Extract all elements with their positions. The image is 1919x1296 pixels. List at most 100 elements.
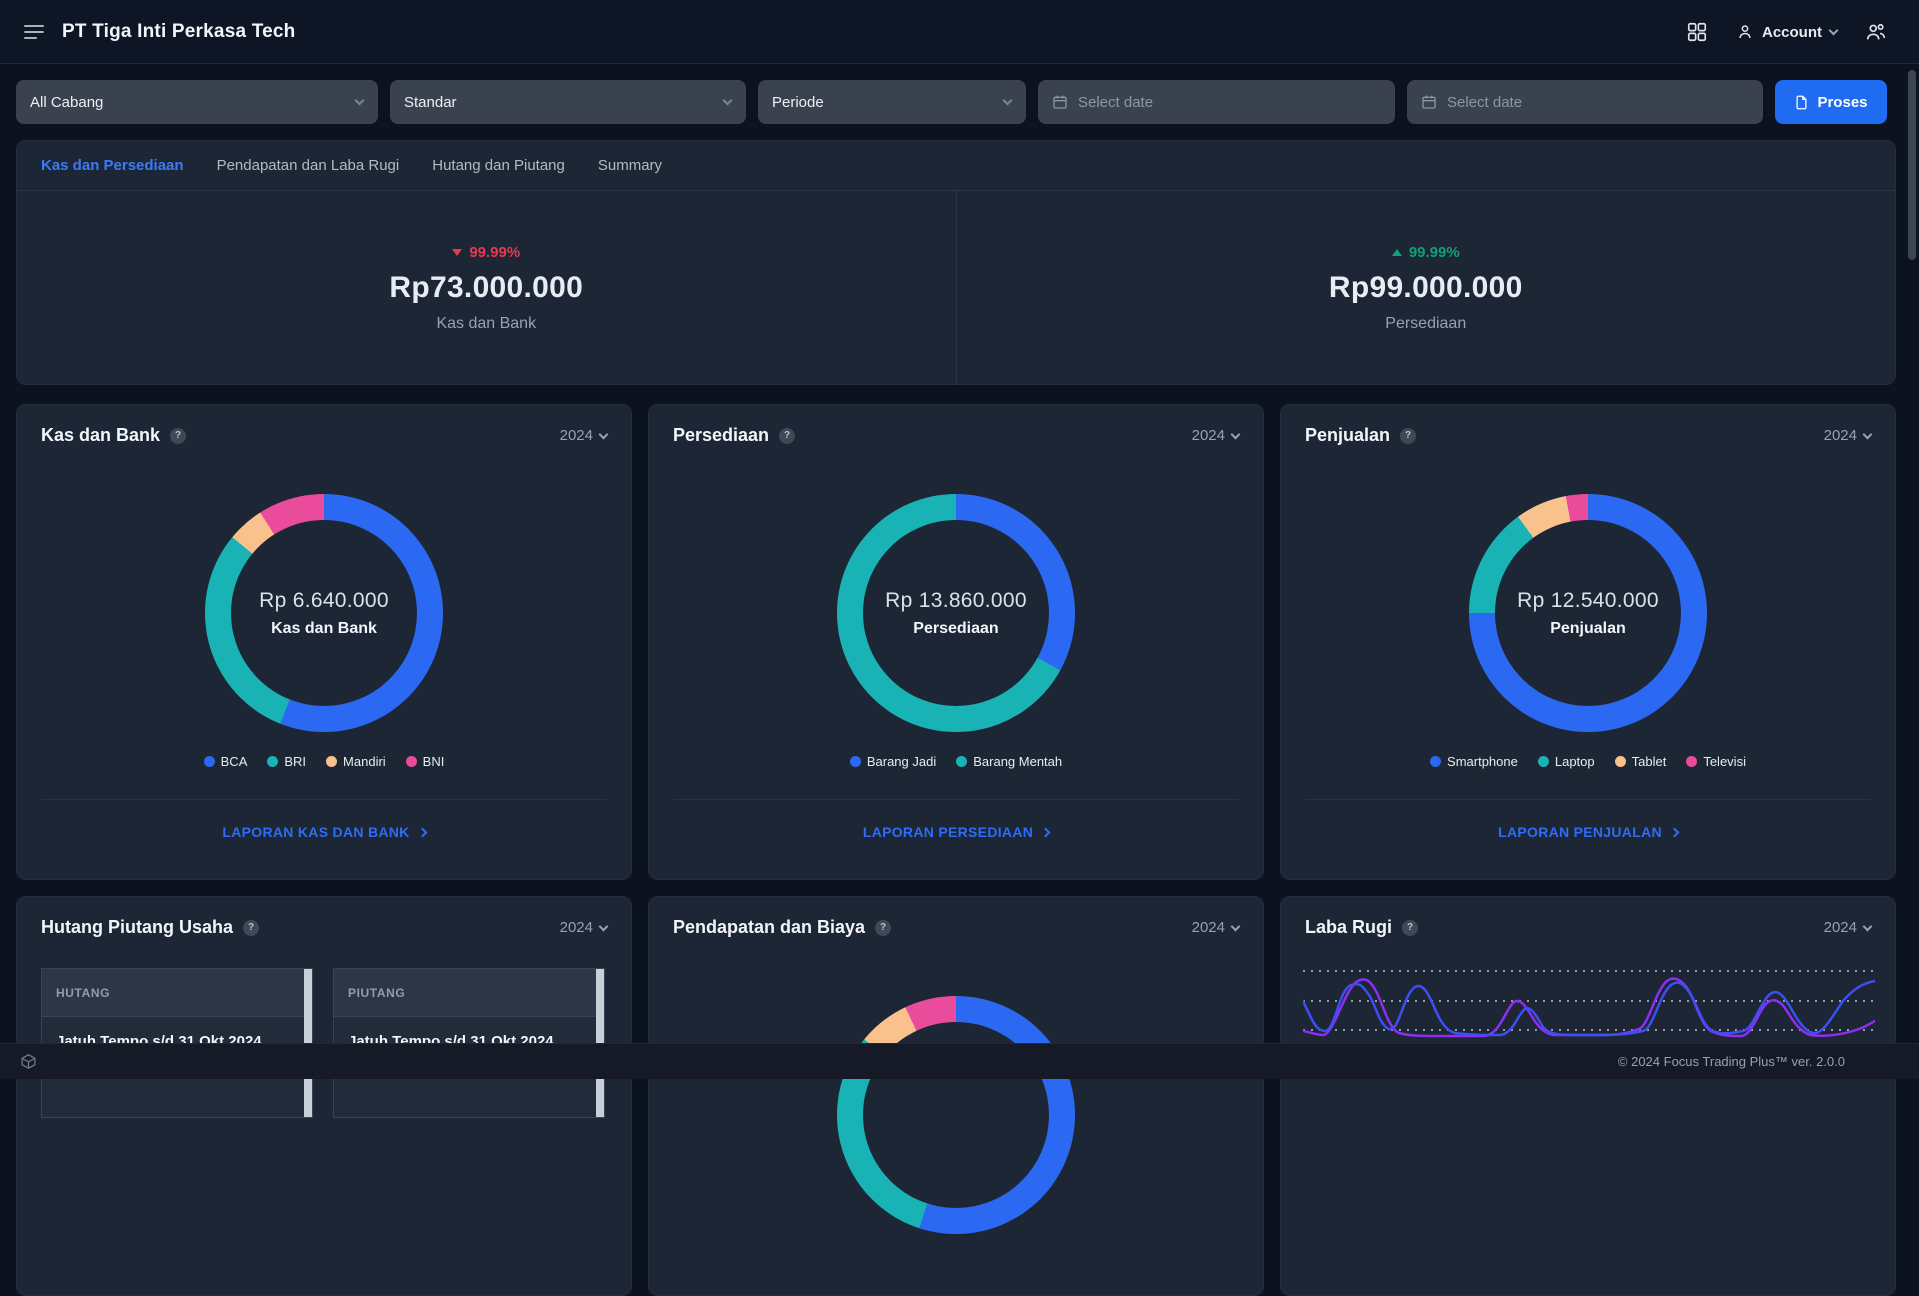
donut-center-label: Penjualan	[1550, 619, 1626, 637]
end-date-input[interactable]: Select date	[1407, 80, 1763, 124]
bottom-cards-row: Hutang Piutang Usaha 2024 HUTANG Jatuh T…	[16, 896, 1896, 1296]
card-pendapatan-dan-biaya: Pendapatan dan Biaya 2024	[648, 896, 1264, 1296]
legend-dot-icon	[1537, 756, 1549, 767]
year-select[interactable]: 2024	[1192, 919, 1241, 936]
legend-dot-icon	[267, 756, 279, 767]
page-scrollbar	[1906, 0, 1919, 1079]
year-select[interactable]: 2024	[1824, 919, 1873, 936]
period-select[interactable]: Periode	[758, 80, 1026, 124]
change-percent-down: 99.99%	[452, 244, 520, 261]
process-button[interactable]: Proses	[1775, 80, 1887, 124]
legend-label: Tablet	[1631, 754, 1667, 769]
users-icon[interactable]	[1865, 21, 1887, 43]
card-hutang-piutang-usaha: Hutang Piutang Usaha 2024 HUTANG Jatuh T…	[16, 896, 632, 1296]
chart-legend: Smartphone Laptop Tablet Televisi	[1305, 754, 1871, 769]
standard-select[interactable]: Standar	[390, 80, 746, 124]
period-select-value: Periode	[772, 93, 824, 111]
legend-item: Barang Jadi	[849, 754, 936, 769]
legend-dot-icon	[405, 756, 417, 767]
chevron-down-icon	[1862, 429, 1873, 439]
standard-select-value: Standar	[404, 93, 457, 111]
legend-item: BNI	[405, 754, 444, 769]
divider	[41, 799, 607, 800]
branch-select[interactable]: All Cabang	[16, 80, 378, 124]
account-label: Account	[1762, 23, 1822, 41]
tab-kas-dan-persediaan[interactable]: Kas dan Persediaan	[41, 157, 184, 174]
chevron-down-icon	[1828, 25, 1839, 36]
year-select[interactable]: 2024	[1192, 427, 1241, 444]
summary-kas-dan-bank: 99.99% Rp73.000.000 Kas dan Bank	[17, 191, 956, 385]
donut-chart-persediaan: Rp 13.860.000 Persediaan	[837, 494, 1075, 732]
hamburger-menu-icon[interactable]	[24, 21, 44, 43]
help-icon[interactable]	[243, 919, 260, 936]
start-date-input[interactable]: Select date	[1038, 80, 1395, 124]
calendar-icon	[1422, 95, 1436, 109]
legend-label: BRI	[284, 754, 307, 769]
help-icon[interactable]	[779, 427, 796, 444]
laporan-penjualan-link[interactable]: LAPORAN PENJUALAN	[1305, 824, 1871, 840]
legend-label: BCA	[220, 754, 248, 769]
chart-legend: Barang Jadi Barang Mentah	[673, 754, 1239, 769]
legend-dot-icon	[203, 756, 215, 767]
help-icon[interactable]	[1402, 919, 1419, 936]
legend-dot-icon	[849, 756, 861, 767]
divider	[673, 799, 1239, 800]
change-percent-up: 99.99%	[1391, 244, 1460, 261]
chevron-down-icon	[722, 95, 733, 106]
legend-label: Televisi	[1703, 754, 1746, 769]
card-penjualan: Penjualan 2024 Rp 12.540.000 Penjualan S…	[1280, 404, 1896, 880]
laporan-kas-dan-bank-link[interactable]: LAPORAN KAS DAN BANK	[41, 824, 607, 840]
help-icon[interactable]	[1400, 427, 1417, 444]
chart-cards-row: Kas dan Bank 2024 Rp 6.640.000 Kas dan B…	[16, 404, 1896, 880]
legend-dot-icon	[956, 756, 968, 767]
donut-center-label: Kas dan Bank	[271, 619, 377, 637]
process-button-label: Proses	[1817, 93, 1868, 111]
help-icon[interactable]	[170, 427, 187, 444]
document-icon	[1796, 95, 1807, 109]
chevron-down-icon	[354, 95, 365, 106]
year-select[interactable]: 2024	[560, 919, 609, 936]
laba-rugi-series-blue	[1303, 979, 1875, 1037]
tab-summary[interactable]: Summary	[597, 157, 663, 174]
chevron-down-icon	[1862, 921, 1873, 931]
footer-bar: © 2024 Focus Trading Plus™ ver. 2.0.0	[0, 1043, 1919, 1079]
legend-dot-icon	[1430, 756, 1442, 767]
calendar-icon	[1053, 95, 1067, 109]
chevron-down-icon	[1002, 95, 1013, 106]
laporan-persediaan-link[interactable]: LAPORAN PERSEDIAAN	[673, 824, 1239, 840]
chevron-down-icon	[598, 429, 609, 439]
end-date-placeholder: Select date	[1447, 93, 1523, 111]
legend-label: Laptop	[1554, 754, 1595, 769]
card-title: Persediaan	[673, 425, 770, 445]
year-select[interactable]: 2024	[1824, 427, 1873, 444]
legend-label: Barang Mentah	[973, 754, 1063, 769]
card-title: Hutang Piutang Usaha	[41, 917, 234, 937]
apps-grid-icon[interactable]	[1686, 21, 1708, 43]
legend-dot-icon	[1686, 756, 1698, 767]
laba-rugi-series-purple	[1303, 977, 1875, 1038]
scrollbar-thumb[interactable]	[1908, 70, 1916, 260]
year-select[interactable]: 2024	[560, 427, 609, 444]
tab-hutang-dan-piutang[interactable]: Hutang dan Piutang	[432, 157, 565, 174]
donut-chart-penjualan: Rp 12.540.000 Penjualan	[1469, 494, 1707, 732]
summary-persediaan: 99.99% Rp99.000.000 Persediaan	[955, 191, 1896, 385]
triangle-up-icon	[1391, 248, 1402, 256]
card-laba-rugi: Laba Rugi 2024	[1280, 896, 1896, 1296]
top-bar: PT Tiga Inti Perkasa Tech Account	[0, 0, 1919, 64]
chevron-right-icon	[417, 827, 428, 837]
donut-center-value: Rp 6.640.000	[259, 588, 389, 612]
legend-item: Barang Mentah	[956, 754, 1062, 769]
card-title: Laba Rugi	[1305, 917, 1393, 937]
summary-label: Kas dan Bank	[436, 314, 537, 332]
filter-bar: All Cabang Standar Periode Select date S…	[16, 80, 1887, 124]
account-menu[interactable]: Account	[1736, 23, 1839, 41]
help-icon[interactable]	[875, 919, 892, 936]
tab-pendapatan-dan-laba-rugi[interactable]: Pendapatan dan Laba Rugi	[216, 157, 400, 174]
laba-rugi-line-chart	[1303, 970, 1875, 1038]
chart-legend: BCA BRI Mandiri BNI	[41, 754, 607, 769]
hutang-panel-header: HUTANG	[42, 969, 312, 1017]
legend-item: Laptop	[1537, 754, 1595, 769]
legend-item: Televisi	[1686, 754, 1746, 769]
donut-center-label: Persediaan	[913, 619, 999, 637]
legend-item: Tablet	[1614, 754, 1667, 769]
